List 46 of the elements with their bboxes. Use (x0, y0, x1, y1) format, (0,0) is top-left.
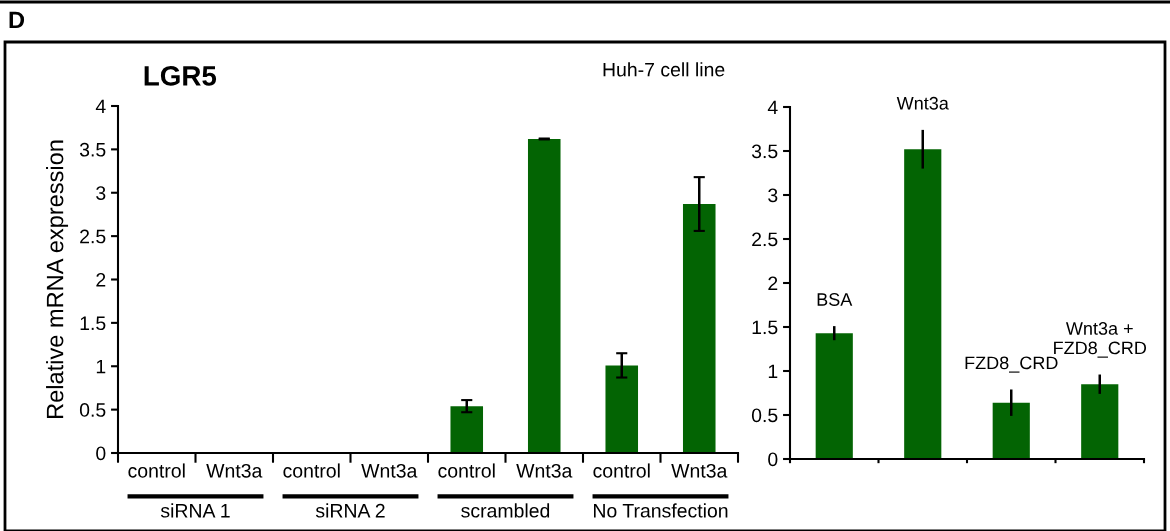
y-tick-label: 1 (96, 359, 106, 374)
y-tick-label: 4 (767, 100, 778, 115)
text: No Transfection (594, 503, 728, 518)
y-tick-label: 2.5 (80, 229, 106, 244)
y-tick-label: 3 (768, 188, 778, 203)
text: D (9, 11, 25, 29)
y-tick-label: 3.5 (79, 142, 106, 157)
y-tick-label: 1.5 (80, 316, 106, 331)
y-tick-label: 0.5 (79, 403, 106, 417)
bar (992, 402, 1030, 459)
x-tick-label: Wnt3a (896, 96, 949, 110)
y-tick-label: 0 (96, 446, 106, 461)
y-tick-label: 3.5 (751, 144, 778, 159)
y-axis-title: Relative mRNA expression (46, 140, 69, 418)
text: siRNA 2 (315, 503, 385, 518)
y-tick-label: 3 (96, 186, 106, 200)
chart-subtitle: Huh-7 cell line (603, 62, 725, 77)
chart-title: LGR5 (144, 66, 217, 86)
x-tick-label: Wnt3a (516, 463, 573, 478)
x-tick-label: control (438, 463, 495, 478)
x-tick-label: FZD8_CRD (965, 356, 1058, 373)
x-tick-label: Wnt3a (671, 463, 728, 478)
y-tick-label: 1 (768, 364, 778, 379)
bar (682, 204, 716, 453)
x-tick-label: Wnt3a (361, 463, 418, 478)
y-tick-label: 0 (768, 452, 778, 467)
x-tick-label: Wnt3a (206, 463, 263, 478)
y-tick-label: 0.5 (751, 408, 778, 423)
y-tick-label: 2 (96, 272, 106, 287)
x-tick-label: BSA (817, 293, 853, 306)
bar (450, 406, 484, 453)
bar (1081, 384, 1119, 459)
x-tick-label: control (283, 463, 340, 478)
x-tick-label: control (593, 463, 650, 478)
bar (904, 149, 942, 459)
y-tick-label: 4 (95, 99, 106, 114)
bar (605, 365, 639, 453)
y-tick-label: 1.5 (752, 320, 778, 335)
bar (815, 333, 853, 459)
text: scrambled (461, 503, 550, 518)
x-tick-label: Wnt3a + FZD8_CRD (1054, 322, 1147, 358)
y-tick-label: 2.5 (752, 232, 778, 247)
x-tick-label: control (128, 463, 185, 478)
text: siRNA 1 (160, 503, 230, 518)
bar (527, 138, 561, 453)
y-tick-label: 2 (768, 276, 778, 291)
